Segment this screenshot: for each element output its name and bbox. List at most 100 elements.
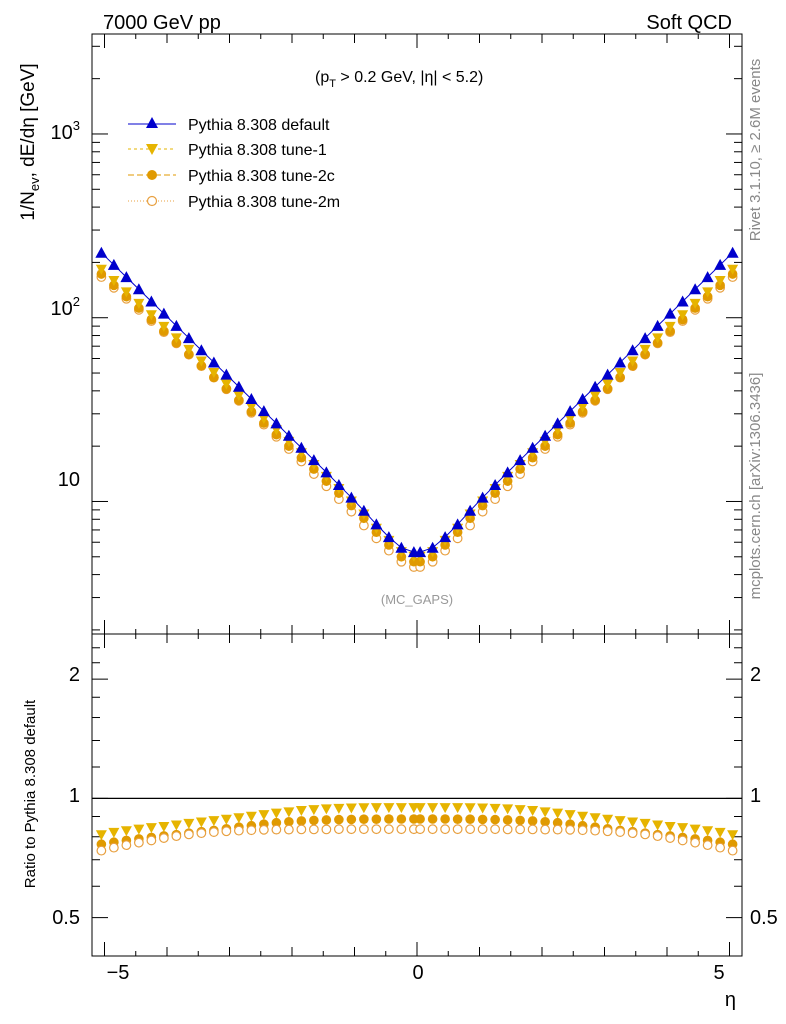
ratio-point-tune1 (395, 803, 407, 814)
ratio-point-tune1 (514, 805, 526, 816)
legend-marker-tune1 (146, 144, 158, 155)
ratio-point-tune1 (477, 803, 489, 814)
ratio-point-tune1 (489, 803, 501, 814)
ratio-point-tune2c (552, 817, 563, 828)
ratio-point-tune2m (490, 824, 501, 835)
data-point-tune1 (589, 390, 601, 401)
ratio-point-tune2c (540, 816, 550, 827)
ratio-point-tune2c (515, 815, 525, 826)
ratio-point-tune1 (120, 826, 132, 837)
ratio-point-tune1 (145, 823, 157, 834)
ratio-point-tune2m (371, 824, 382, 835)
ratio-point-tune2m (665, 833, 676, 843)
data-point-default (726, 246, 739, 258)
ratio-point-tune1 (464, 803, 476, 814)
ratio-point-tune2c (396, 814, 407, 824)
data-point-default (220, 368, 233, 380)
ratio-point-tune2m (396, 824, 407, 835)
legend-entry-tune2c: Pythia 8.308 tune-2c (128, 168, 335, 185)
ratio-point-tune2c (502, 815, 513, 825)
ratio-point-tune2m (677, 835, 688, 846)
data-point-default (714, 258, 727, 270)
data-point-tune1 (727, 264, 739, 275)
ratio-point-tune1 (677, 823, 689, 834)
data-point-tune1 (714, 275, 726, 286)
ratio-point-tune1 (333, 803, 345, 814)
data-point-default (307, 454, 320, 466)
ratio-y-axis-label: Ratio to Pythia 8.308 default (22, 699, 39, 888)
cuts-label: (pT > 0.2 GeV, |η| < 5.2) (315, 69, 483, 90)
ratio-point-tune1 (308, 805, 320, 816)
ratio-point-tune1 (170, 820, 182, 831)
ratio-point-tune1 (714, 827, 726, 838)
data-point-default (489, 478, 502, 490)
data-point-tune1 (702, 287, 714, 298)
ratio-point-tune2m (171, 831, 182, 842)
ratio-point-tune1 (727, 830, 739, 841)
ratio-point-tune2m (415, 824, 426, 835)
ratio-point-tune2m (702, 840, 713, 851)
ratio-point-tune2c (527, 816, 538, 826)
ratio-point-tune2m (96, 845, 107, 856)
ratio-point-tune1 (295, 806, 307, 817)
data-point-default (514, 454, 527, 466)
data-point-default (626, 344, 639, 356)
ratio-point-tune2m (727, 845, 738, 856)
ratio-point-tune2m (615, 827, 626, 837)
ratio-point-tune2m (565, 824, 576, 835)
x-tick-label-minus5: −5 (107, 962, 130, 984)
ratio-point-tune1 (589, 813, 601, 824)
analysis-watermark: (MC_GAPS) (381, 592, 453, 607)
header-left: 7000 GeV pp (103, 12, 221, 34)
ratio-point-tune2c (271, 817, 282, 828)
data-point-default (332, 478, 345, 490)
data-point-default (207, 356, 220, 368)
ratio-point-tune2c (490, 814, 500, 825)
ratio-point-tune2m (652, 831, 663, 842)
data-point-tune1 (183, 344, 195, 355)
data-point-tune1 (639, 344, 651, 355)
ratio-point-tune1 (195, 817, 207, 828)
ratio-point-tune1 (652, 820, 664, 831)
data-point-default (689, 283, 702, 295)
ratio-point-tune1 (702, 826, 714, 837)
data-point-tune1 (614, 368, 626, 379)
data-point-default (551, 417, 564, 429)
data-point-tune1 (258, 414, 270, 425)
x-tick-label-5: 5 (713, 962, 724, 984)
data-point-tune1 (664, 321, 676, 332)
ratio-point-tune2m (221, 826, 232, 837)
data-point-tune1 (245, 402, 257, 413)
ratio-point-tune1 (639, 818, 651, 829)
ratio-point-tune2m (527, 824, 538, 835)
ratio-point-tune2m (477, 824, 488, 835)
data-point-default (539, 429, 552, 441)
axis-ticks (92, 34, 742, 956)
ratio-point-tune2c (452, 814, 463, 824)
ratio-point-tune1 (233, 813, 245, 824)
legend-label-default: Pythia 8.308 default (188, 117, 330, 134)
main-tick-label-10: 10 (58, 469, 80, 491)
data-point-default (664, 307, 677, 319)
ratio-point-tune1 (383, 803, 395, 814)
data-point-default (589, 380, 602, 392)
ratio-tick-label-2: 2 (69, 664, 80, 686)
ratio-panel-frame (91, 633, 743, 957)
ratio-point-tune2c (296, 816, 307, 826)
ratio-point-tune1 (427, 803, 439, 814)
ratio-point-tune1 (414, 803, 426, 814)
ratio-point-tune2m (183, 829, 194, 840)
legend-entry-tune1: Pythia 8.308 tune-1 (128, 142, 327, 159)
data-point-tune1 (95, 264, 107, 275)
data-point-default (295, 441, 308, 453)
ratio-point-tune1 (208, 816, 220, 827)
data-point-default (382, 531, 395, 543)
data-point-default (414, 546, 427, 558)
data-point-default (601, 368, 614, 380)
data-point-default (564, 405, 577, 417)
legend-label-tune2m: Pythia 8.308 tune-2m (188, 194, 340, 211)
ratio-tick-label-right-1: 1 (750, 785, 761, 807)
series-line-default (101, 252, 733, 553)
ratio-point-tune2m (383, 824, 394, 835)
ratio-point-tune1 (108, 827, 120, 838)
